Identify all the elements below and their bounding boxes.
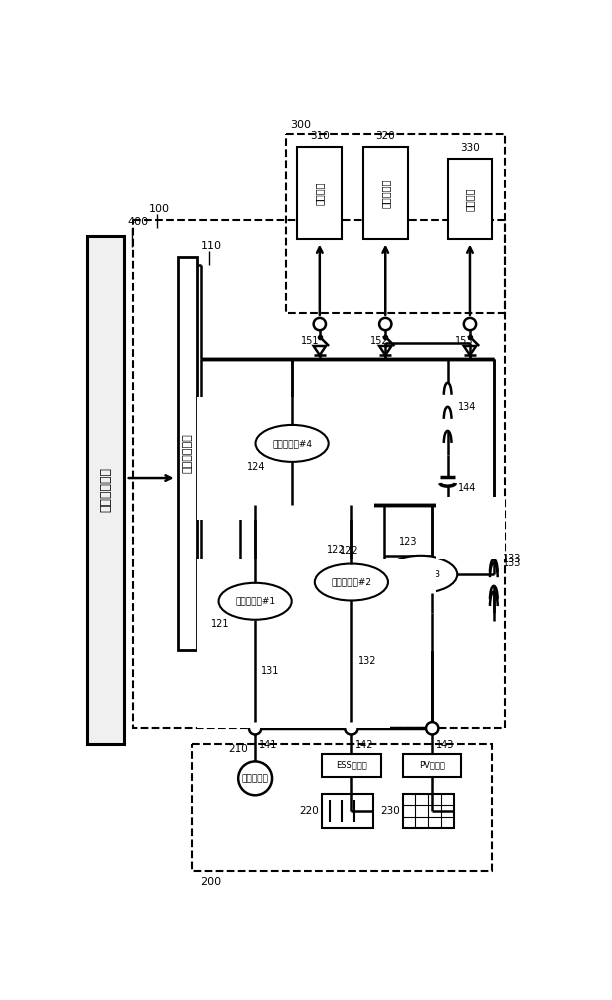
Text: 100: 100 [149,204,170,214]
Text: 133: 133 [503,558,521,568]
Text: 能源管理系统: 能源管理系统 [99,467,112,512]
Circle shape [238,761,272,795]
Bar [403,754,461,777]
Text: 110: 110 [201,241,222,251]
Bar [133,220,505,728]
Ellipse shape [256,425,329,462]
Bar [178,257,196,650]
Text: 141: 141 [259,740,277,750]
Text: 数字功率计#4: 数字功率计#4 [272,424,312,432]
Text: 134: 134 [458,402,477,412]
Text: 123: 123 [399,537,417,547]
Bar [198,620,390,728]
Text: 153: 153 [455,336,473,346]
Bar [198,559,436,651]
Bar [286,134,506,312]
Text: 230: 230 [380,806,400,816]
Text: 124: 124 [250,450,268,460]
Bar [363,147,408,239]
Text: ESS转换器: ESS转换器 [336,761,367,770]
Ellipse shape [203,583,276,620]
Circle shape [379,318,392,330]
Bar [403,794,453,828]
Circle shape [345,722,357,734]
Text: 122: 122 [340,546,359,556]
Text: 柴油发电机: 柴油发电机 [242,774,269,783]
Text: 144: 144 [458,483,477,493]
Text: 121: 121 [198,623,216,633]
Ellipse shape [218,583,292,620]
Ellipse shape [302,564,375,600]
Text: 310: 310 [310,131,330,141]
Text: 数字功率计#1: 数字功率计#1 [220,597,259,606]
Text: 121: 121 [211,619,229,629]
Text: 300: 300 [289,120,311,130]
Text: 132: 132 [357,656,376,666]
Circle shape [249,722,261,734]
Bar [192,744,492,871]
Bar [447,158,492,239]
Text: 数字功率计#2: 数字功率计#2 [318,578,358,586]
Text: 其它负荷: 其它负荷 [465,187,475,211]
Text: 400: 400 [127,217,149,227]
Text: 数字功率计#3: 数字功率计#3 [401,570,441,579]
Circle shape [426,722,438,734]
Text: 电力管理系统: 电力管理系统 [182,434,192,473]
Ellipse shape [384,556,457,593]
Text: 133: 133 [503,554,521,564]
Text: 非重要负荷: 非重要负荷 [380,178,390,208]
Text: 151: 151 [300,336,319,346]
Text: 重要负荷: 重要负荷 [315,181,325,205]
Text: 143: 143 [436,740,455,750]
Text: PV转换器: PV转换器 [419,761,445,770]
Text: 210: 210 [228,744,248,754]
Circle shape [313,318,326,330]
Text: 124: 124 [247,462,266,472]
Ellipse shape [315,564,388,600]
Ellipse shape [256,410,329,446]
Text: 142: 142 [355,740,374,750]
Bar [322,794,373,828]
Bar [198,397,375,520]
Text: 320: 320 [375,131,395,141]
Text: 数字功率计#4: 数字功率计#4 [272,439,312,448]
Text: 131: 131 [261,666,280,676]
Bar [436,497,506,559]
Text: 152: 152 [370,336,389,346]
Text: 数字功率计#1: 数字功率计#1 [235,597,275,606]
Bar [322,754,381,777]
Text: 122: 122 [327,545,345,555]
Bar [297,147,342,239]
Text: 330: 330 [460,143,480,153]
Bar [88,235,124,744]
Text: 131: 131 [231,666,249,676]
Text: 200: 200 [200,877,221,887]
Text: 132: 132 [327,656,345,666]
Text: 220: 220 [299,806,319,816]
Circle shape [464,318,476,330]
Text: 数字功率计#2: 数字功率计#2 [331,578,371,586]
